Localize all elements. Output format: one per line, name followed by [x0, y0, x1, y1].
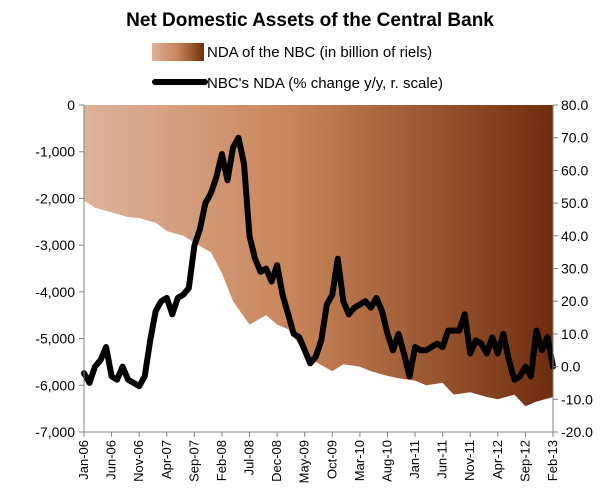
left-tick-label: -7,000	[35, 424, 75, 440]
x-tick-label: Dec-08	[269, 440, 284, 482]
left-tick-label: -3,000	[35, 237, 75, 253]
left-tick-label: -1,000	[35, 144, 75, 160]
right-axis-ticks: 80.0 70.0 60.0 50.0 40.0 30.0 20.0 10.0 0.0 -10.0…	[553, 97, 593, 440]
x-tick-label: Jan-06	[76, 440, 91, 480]
x-tick-label: May-09	[297, 440, 312, 483]
x-tick-label: Aug-10	[379, 440, 394, 482]
legend-label-line: NBC's NDA (% change y/y, r. scale)	[207, 75, 443, 92]
right-tick-label: 70.0	[561, 130, 588, 146]
line-layer	[81, 134, 556, 390]
legend: NDA of the NBC (in billion of riels) NBC…	[152, 43, 443, 92]
legend-label-area: NDA of the NBC (in billion of riels)	[207, 44, 432, 61]
left-tick-label: -4,000	[35, 284, 75, 300]
right-tick-label: 20.0	[561, 293, 588, 309]
x-tick-label: Sep-07	[186, 440, 201, 482]
right-tick-label: 30.0	[561, 261, 588, 277]
x-tick-label: Feb-13	[545, 440, 560, 481]
right-tick-label: 0.0	[561, 359, 581, 375]
legend-swatch-area	[152, 43, 204, 61]
x-tick-label: Jun-11	[435, 440, 450, 479]
right-tick-label: 40.0	[561, 228, 588, 244]
x-tick-label: Apr-12	[490, 440, 505, 479]
left-tick-label: -6,000	[35, 377, 75, 393]
area-layer	[84, 105, 553, 407]
x-tick-label: Oct-09	[324, 440, 339, 479]
x-tick-label: Nov-11	[462, 440, 477, 481]
nda-growth-line-series	[81, 134, 556, 390]
left-tick-label: 0	[67, 97, 75, 113]
x-tick-label: Sep-12	[517, 440, 532, 482]
x-axis-ticks: Jan-06 Jun-06 Nov-06 Apr-07 Sep-07 Feb-08 Jul-…	[76, 432, 560, 483]
x-tick-label: Feb-08	[214, 440, 229, 481]
right-tick-label: 60.0	[561, 162, 588, 178]
x-tick-label: Jan-11	[407, 440, 422, 479]
x-tick-label: Nov-06	[131, 440, 146, 482]
left-tick-label: -5,000	[35, 331, 75, 347]
right-tick-label: 80.0	[561, 97, 588, 113]
x-tick-label: Mar-10	[352, 440, 367, 481]
x-tick-label: Jul-08	[242, 440, 257, 475]
right-tick-label: 10.0	[561, 326, 588, 342]
right-tick-label: 50.0	[561, 195, 588, 211]
x-tick-label: Apr-07	[159, 440, 174, 479]
left-tick-label: -2,000	[35, 190, 75, 206]
x-tick-label: Jun-06	[104, 440, 119, 480]
left-axis-ticks: 0 -1,000 -2,000 -3,000 -4,000 -5,000 -6,000 -7,…	[35, 97, 84, 440]
chart-title: Net Domestic Assets of the Central Bank	[126, 10, 494, 31]
right-tick-label: -10.0	[561, 391, 593, 407]
right-tick-label: -20.0	[561, 424, 593, 440]
nda-area-series	[84, 105, 553, 407]
